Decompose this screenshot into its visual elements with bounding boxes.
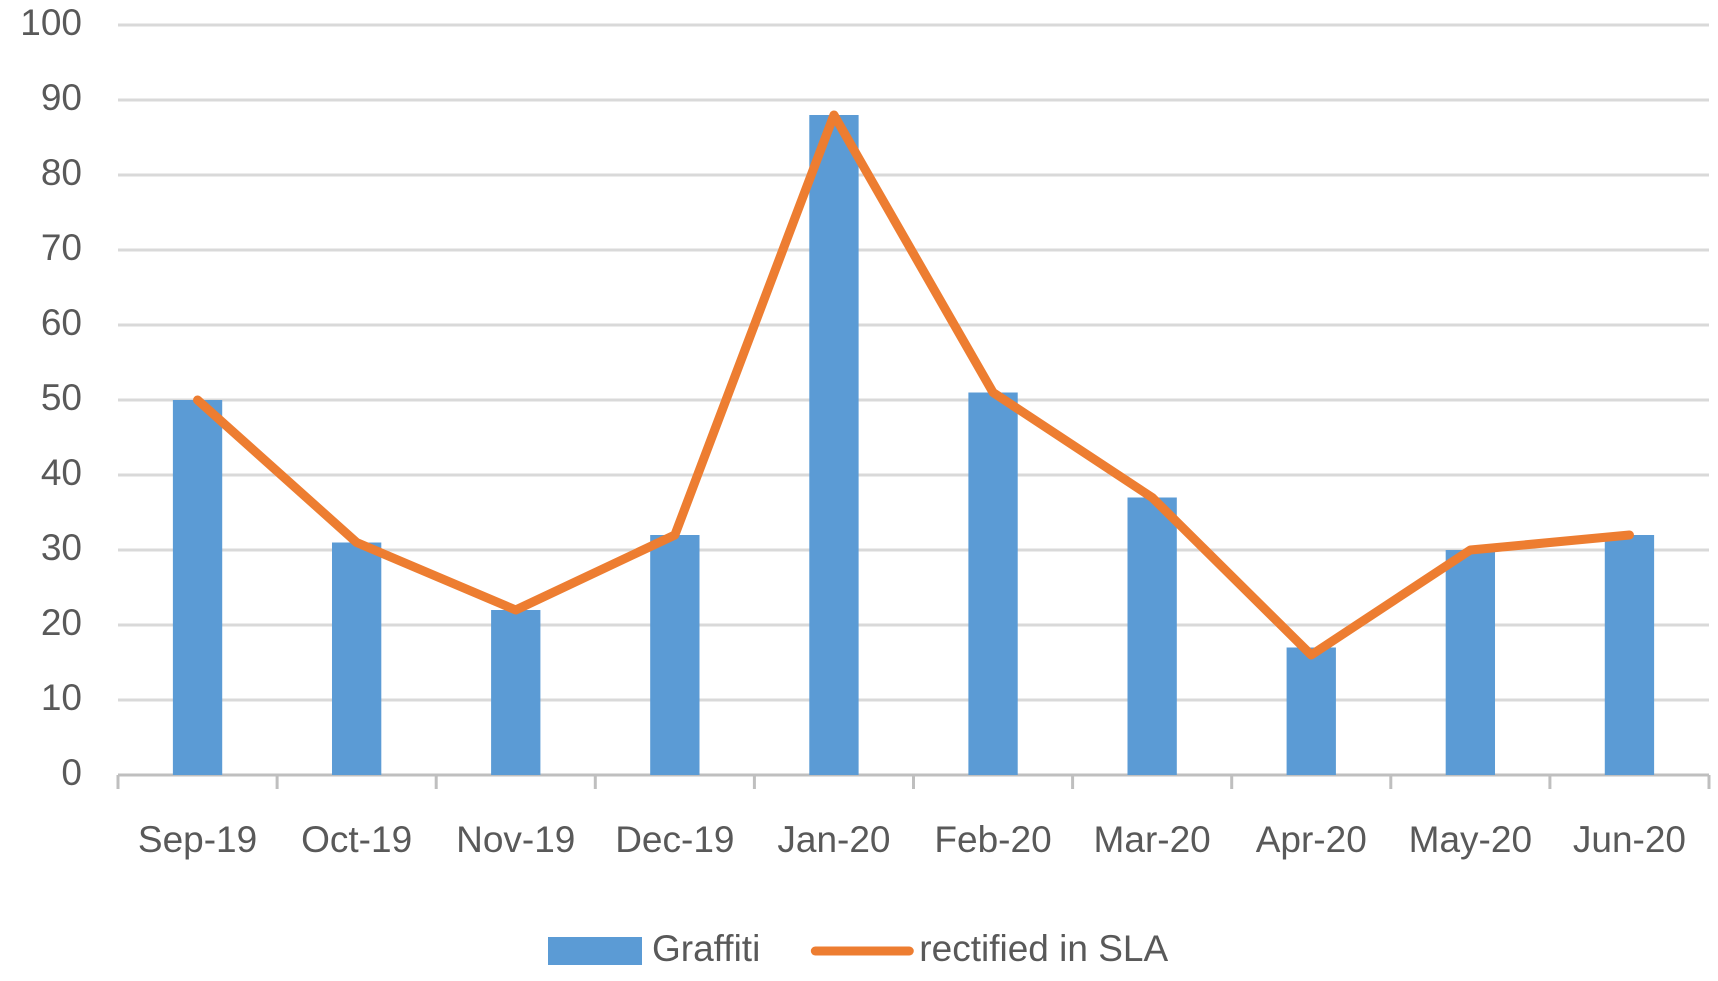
y-tick-label: 50	[41, 377, 82, 418]
y-tick-label: 0	[61, 752, 82, 793]
bar	[968, 392, 1018, 775]
x-tick-label: Jun-20	[1573, 819, 1686, 860]
x-tick-label: May-20	[1409, 819, 1532, 860]
y-tick-label: 60	[41, 302, 82, 343]
x-tick-label: Dec-19	[615, 819, 734, 860]
bar	[331, 542, 382, 775]
y-tick-label: 90	[41, 77, 82, 118]
y-tick-label: 10	[41, 677, 82, 718]
x-tick-label: Feb-20	[934, 819, 1051, 860]
legend-swatch	[548, 937, 642, 965]
y-tick-label: 40	[41, 452, 82, 493]
x-tick-label: Sep-19	[138, 819, 257, 860]
bar	[491, 610, 541, 775]
bar	[1286, 647, 1336, 775]
x-tick-label: Mar-20	[1094, 819, 1211, 860]
legend-label: rectified in SLA	[919, 928, 1168, 969]
x-tick-label: Jan-20	[777, 819, 890, 860]
legend-label: Graffiti	[652, 928, 760, 969]
bar	[650, 535, 700, 775]
y-tick-label: 70	[41, 227, 82, 268]
y-tick-label: 30	[41, 527, 82, 568]
x-tick-label: Nov-19	[456, 819, 575, 860]
y-tick-label: 80	[41, 152, 82, 193]
bar	[1604, 535, 1655, 775]
x-tick-label: Apr-20	[1256, 819, 1367, 860]
x-tick-label: Oct-19	[301, 819, 412, 860]
bar	[1445, 550, 1496, 775]
y-tick-label: 100	[20, 2, 82, 43]
bar	[172, 400, 223, 775]
bar	[1127, 497, 1177, 775]
bar	[809, 115, 859, 775]
y-tick-label: 20	[41, 602, 82, 643]
line	[193, 110, 1634, 660]
